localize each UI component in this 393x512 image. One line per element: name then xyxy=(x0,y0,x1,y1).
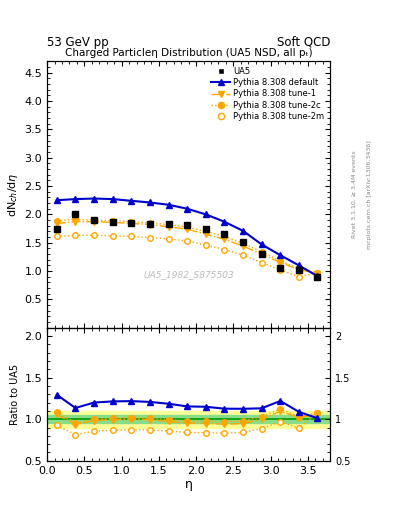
Title: Charged Particleη Distribution (UA5 NSD, all pₜ): Charged Particleη Distribution (UA5 NSD,… xyxy=(65,48,312,58)
Text: Rivet 3.1.10, ≥ 3.4M events: Rivet 3.1.10, ≥ 3.4M events xyxy=(352,151,357,239)
Text: 53 GeV pp: 53 GeV pp xyxy=(47,36,109,49)
X-axis label: η: η xyxy=(185,478,193,492)
Y-axis label: dN$_{ch}$/d$\eta$: dN$_{ch}$/d$\eta$ xyxy=(6,173,20,217)
Text: UA5_1982_S875503: UA5_1982_S875503 xyxy=(143,270,234,279)
Text: Soft QCD: Soft QCD xyxy=(277,36,330,49)
Text: mcplots.cern.ch [arXiv:1306.3436]: mcplots.cern.ch [arXiv:1306.3436] xyxy=(367,140,373,249)
Y-axis label: Ratio to UA5: Ratio to UA5 xyxy=(10,364,20,425)
Legend: UA5, Pythia 8.308 default, Pythia 8.308 tune-1, Pythia 8.308 tune-2c, Pythia 8.3: UA5, Pythia 8.308 default, Pythia 8.308 … xyxy=(210,66,326,122)
